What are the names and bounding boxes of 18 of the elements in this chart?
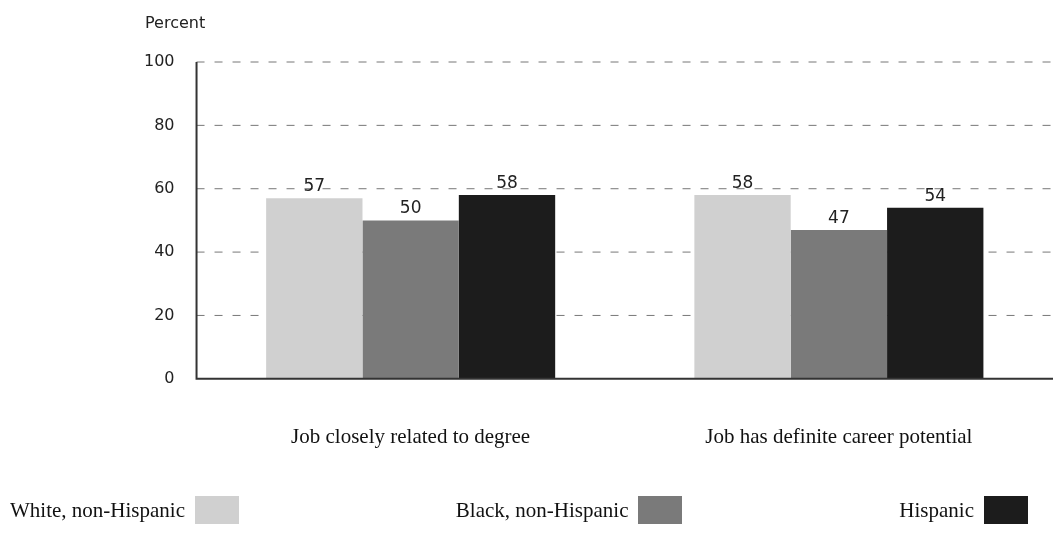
legend-label: White, non-Hispanic [10,497,185,523]
data-label: 58 [731,171,754,192]
y-tick-label: 20 [154,304,175,324]
data-label: 47 [828,206,850,227]
y-tick-label: 40 [154,241,175,261]
y-tick-label: 60 [154,177,175,197]
x-tick-label: Job closely related to degree [291,423,531,448]
legend-label: Hispanic [899,497,974,523]
x-tick-label: Job has definite career potential [705,423,973,448]
y-tick-label: 0 [164,367,175,387]
y-tick-label: 80 [154,114,175,134]
y-axis-title: Percent [145,13,206,33]
y-tick-label: 100 [143,51,175,71]
data-label: 54 [924,184,947,205]
data-label: 57 [303,175,326,196]
legend-label: Black, non-Hispanic [455,497,629,523]
data-label: 58 [496,171,518,192]
data-label: 50 [399,197,422,218]
